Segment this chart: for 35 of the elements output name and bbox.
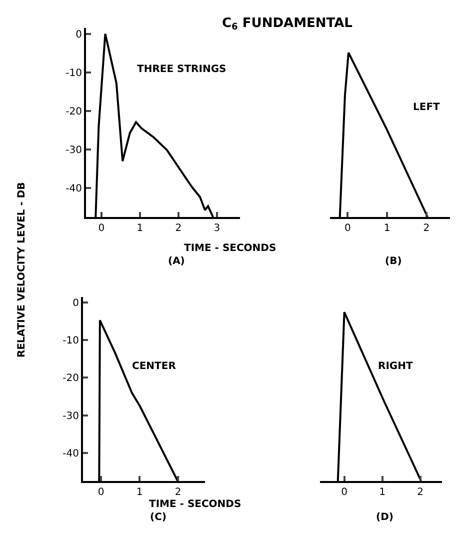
x-tick-label: 2 [417, 487, 424, 498]
annotation: RIGHT [378, 361, 413, 372]
x-tick-label: 1 [136, 487, 143, 498]
x-tick-label: 3 [214, 223, 220, 234]
y-tick-label: -20 [66, 106, 82, 118]
x-tick-label: 0 [98, 487, 104, 498]
x-tick-label: 2 [174, 487, 182, 498]
y-tick-label: -30 [62, 410, 79, 422]
text: (C) [150, 512, 166, 523]
annotation: LEFT [413, 102, 440, 113]
annotation: CENTER [132, 361, 176, 372]
text: C$_{6}$ FUNDAMENTAL [222, 16, 352, 33]
x-tick-label: 0 [341, 487, 348, 498]
y-axis-title: RELATIVE VELOCITY LEVEL - DB [16, 182, 28, 358]
annotation: THREE STRINGS [137, 64, 226, 75]
x-tick-label: 0 [344, 223, 351, 234]
text: (B) [385, 256, 402, 267]
x-tick-label: 1 [379, 487, 386, 498]
y-tick-label: -10 [62, 336, 79, 347]
text: (D) [376, 512, 394, 523]
y-tick-label: 0 [72, 298, 79, 310]
y-tick-label: -40 [66, 184, 82, 195]
x-axis-title: TIME - SECONDS [184, 243, 276, 254]
y-tick-label: -40 [62, 448, 79, 460]
x-tick-label: 1 [384, 223, 390, 234]
x-tick-label: 1 [136, 223, 144, 234]
x-tick-label: 0 [98, 223, 105, 234]
text: (A) [168, 256, 185, 267]
y-tick-label: -30 [66, 145, 82, 156]
x-axis-title: TIME - SECONDS [149, 499, 242, 510]
y-tick-label: -10 [66, 68, 82, 79]
y-tick-label: 0 [76, 29, 82, 40]
x-tick-label: 2 [423, 223, 430, 234]
y-tick-label: -20 [62, 373, 79, 384]
x-tick-label: 2 [175, 223, 182, 234]
